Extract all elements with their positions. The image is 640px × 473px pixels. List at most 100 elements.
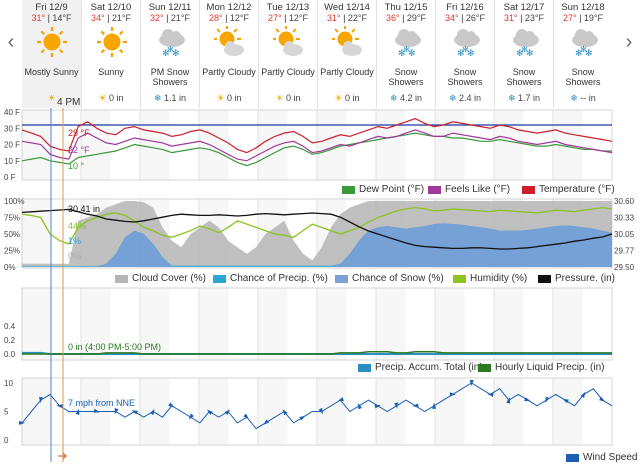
legend-chance-precip[interactable]: Chance of Precip. (%): [213, 273, 328, 284]
day-stripe: [22, 199, 52, 268]
legend-pressure[interactable]: Pressure. (in): [538, 273, 615, 284]
snow-chance-area: [22, 223, 612, 267]
y-tick-label: 100%: [4, 197, 24, 206]
prev-arrow-button[interactable]: ‹: [7, 31, 15, 53]
wind-arrow-icon: [93, 408, 100, 413]
day-stripe: [376, 288, 406, 360]
day-low: 19°F: [583, 13, 604, 23]
svg-text:✻: ✻: [408, 48, 416, 58]
y-tick-label: 40 F: [4, 108, 20, 117]
wind-arrow-icon: [469, 379, 474, 386]
day-condition: Mostly Sunny: [24, 67, 79, 77]
legend-wind-speed[interactable]: Wind Speed: [566, 452, 637, 463]
day-stripe: [258, 110, 288, 180]
day-high: 34°: [90, 13, 105, 23]
wind-arrow-icon: [299, 415, 306, 421]
svg-text:✻: ✻: [575, 48, 583, 58]
legend-humidity[interactable]: Humidity (%): [453, 273, 527, 284]
night-stripe: [464, 288, 494, 360]
svg-text:✻: ✻: [403, 45, 410, 54]
y-tick-label: 30 F: [4, 124, 20, 133]
day-date: Fri 12/16: [446, 2, 484, 13]
day-column[interactable]: Sat 12/17 31° | 23°F ✻ ✻ ✻ Snow Showers ❄ 1.7 …: [494, 0, 553, 108]
night-stripe: [228, 110, 258, 180]
day-stripe: [376, 110, 406, 180]
next-arrow-button[interactable]: ›: [625, 31, 633, 53]
night-stripe: [287, 110, 317, 180]
wind-annotation: 7 mph from NNE: [68, 398, 136, 408]
wind-arrow-icon: [149, 408, 155, 416]
legend-dew-point[interactable]: Dew Point (°F): [342, 184, 424, 195]
legend-hourly-liquid[interactable]: Hourly Liquid Precip. (in): [478, 362, 605, 373]
day-column[interactable]: Tue 12/13 27° | 12°F Partly Cloudy ☀ 0 in: [258, 0, 317, 108]
day-date: Sat 12/17: [503, 2, 545, 13]
day-condition: Sunny: [98, 67, 124, 77]
day-high: 31°: [503, 13, 518, 23]
day-column[interactable]: Fri 12/16 34° | 26°F ✻ ✻ ✻ Snow Showers ❄ 2.4 …: [435, 0, 494, 108]
arrow-right-icon: [58, 452, 67, 460]
legend-feels-like[interactable]: Feels Like (°F): [428, 184, 510, 195]
day-low: 29°F: [406, 13, 427, 23]
day-high: 27°: [562, 13, 577, 23]
day-temps: 27° | 12°F: [267, 13, 309, 23]
day-precip: ❄ 2.4 in: [436, 93, 494, 104]
day-low: 26°F: [465, 13, 486, 23]
legend-temperature[interactable]: Temperature (°F): [522, 184, 615, 195]
day-column[interactable]: Thu 12/15 36° | 29°F ✻ ✻ ✻ Snow Showers ❄ 4.2 …: [376, 0, 435, 108]
y-tick-label: 0.0: [4, 350, 16, 359]
svg-text:✻: ✻: [580, 45, 587, 54]
day-stripe: [553, 378, 583, 445]
y2-tick-label: 30.05: [614, 230, 635, 239]
legend-chance-snow[interactable]: Chance of Snow (%): [335, 273, 444, 284]
night-stripe: [523, 378, 553, 445]
day-column[interactable]: Fri 12/9 31° | 14°F Mostly Sunny ☀: [22, 0, 81, 108]
y-tick-label: 75%: [4, 214, 20, 223]
day-column[interactable]: Sun 12/18 27° | 19°F ✻ ✻ ✻ Snow Showers ❄ -- i…: [553, 0, 612, 108]
wind-arrow-icon: [56, 404, 63, 409]
day-column[interactable]: Wed 12/14 31° | 22°F Partly Cloudy ☀ 0 in: [317, 0, 376, 108]
y-tick-label: 0%: [4, 263, 16, 272]
wind-arrow-icon: [168, 402, 175, 408]
sun-icon: [36, 26, 68, 58]
day-stripe: [494, 288, 524, 360]
day-temps: 36° | 29°F: [385, 13, 427, 23]
y-tick-label: 10: [4, 379, 13, 388]
day-low: 21°F: [170, 13, 191, 23]
day-precip: ☀ 0 in: [259, 93, 317, 104]
day-column[interactable]: Mon 12/12 28° | 12°F Partly Cloudy ☀ 0 in: [199, 0, 258, 108]
y-tick-label: 0.2: [4, 336, 16, 345]
day-stripe: [140, 288, 170, 360]
day-temps: 28° | 12°F: [208, 13, 250, 23]
small-sun-icon: ☀: [216, 93, 225, 103]
day-stripe: [81, 288, 111, 360]
day-date: Sat 12/10: [90, 2, 132, 13]
day-date: Wed 12/14: [324, 2, 370, 13]
day-stripe: [258, 288, 288, 360]
wind-arrow-icon: [188, 413, 194, 420]
svg-text:✻: ✻: [167, 45, 174, 54]
temp-annotation: 29 °F: [68, 128, 90, 138]
day-column[interactable]: Sun 12/11 32° | 21°F ✻ ✻ ✻ PM Snow Showers ❄ 1…: [140, 0, 199, 108]
legend-precip-accum[interactable]: Precip. Accum. Total (in): [358, 362, 483, 373]
partly-cloudy-icon: [273, 26, 305, 58]
y-tick-label: 50%: [4, 230, 20, 239]
wind-line: [21, 382, 613, 430]
pressure-line: [21, 208, 613, 250]
legend-cloud-cover[interactable]: Cloud Cover (%): [115, 273, 206, 284]
svg-text:✻: ✻: [457, 48, 465, 58]
day-column[interactable]: Sat 12/10 34° | 21°F Sunny ☀ 0 in: [81, 0, 140, 108]
night-stripe: [110, 288, 140, 360]
day-precip-amount: 1.1 in: [164, 93, 187, 103]
day-precip: ☀ 0 in: [82, 93, 140, 104]
day-precip: ☀: [22, 93, 81, 104]
day-condition: Snow Showers: [447, 67, 483, 87]
day-high: 31°: [326, 13, 341, 23]
precip-line: [22, 351, 612, 355]
day-date: Fri 12/9: [35, 2, 68, 13]
day-low: 23°F: [524, 13, 545, 23]
wind-arrow-icon: [131, 410, 138, 415]
svg-text:✻: ✻: [398, 48, 406, 58]
day-condition: Partly Cloudy: [261, 67, 315, 77]
panel-frame: [21, 377, 613, 446]
